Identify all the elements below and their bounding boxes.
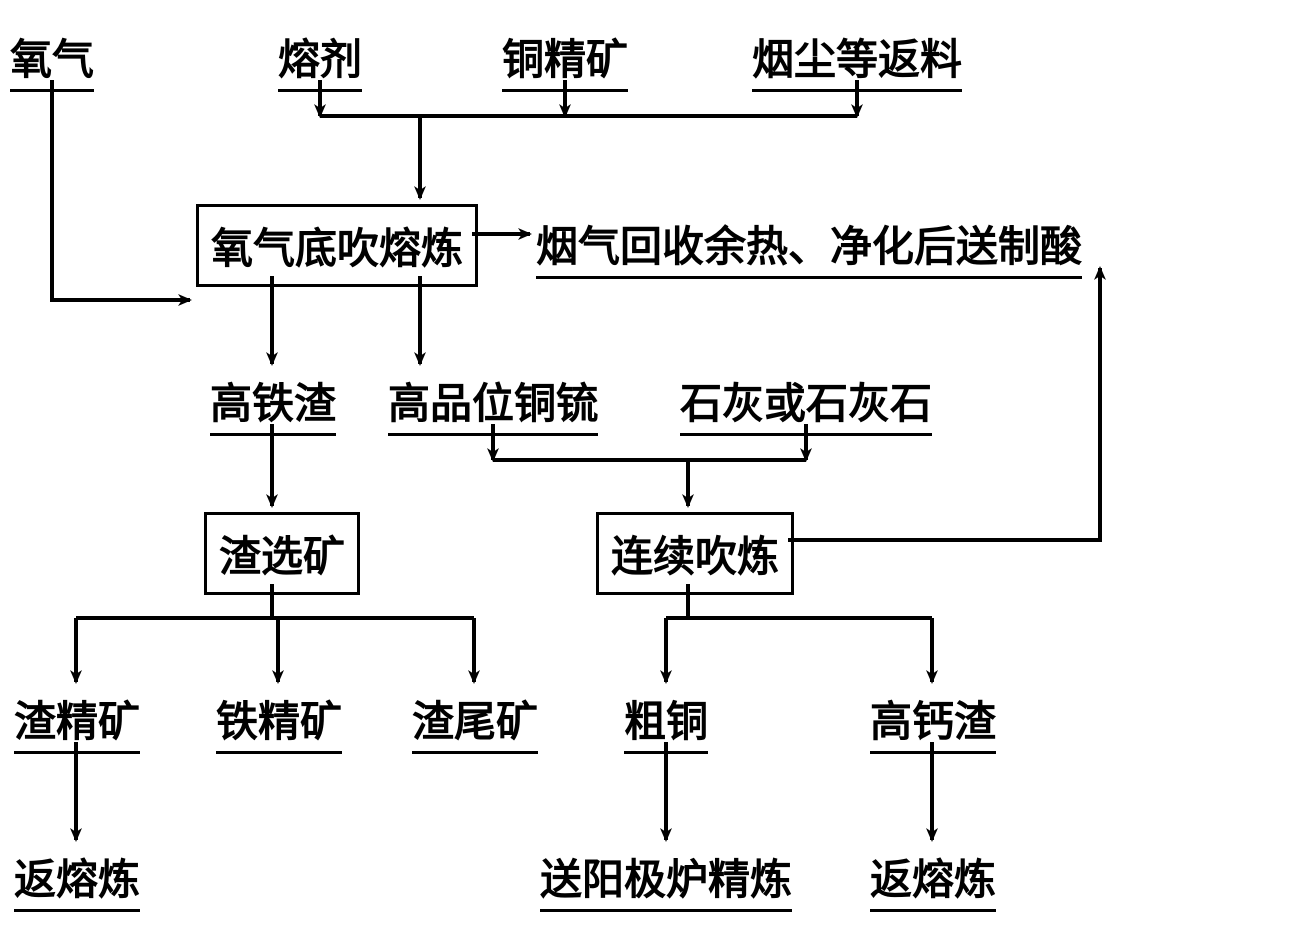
node-dust_return: 烟尘等返料 xyxy=(752,26,962,92)
node-oxygen: 氧气 xyxy=(10,26,94,92)
flowchart-arrows xyxy=(0,0,1309,925)
node-slag_tail: 渣尾矿 xyxy=(412,688,538,754)
node-anode_refine: 送阳极炉精炼 xyxy=(540,846,792,912)
node-copper_conc: 铜精矿 xyxy=(502,26,628,92)
node-high_ca_slag: 高钙渣 xyxy=(870,688,996,754)
node-slag_benef: 渣选矿 xyxy=(204,512,360,595)
node-high_fe_slag: 高铁渣 xyxy=(210,370,336,436)
node-blister: 粗铜 xyxy=(624,688,708,754)
edge-oxygen-bottom_blow xyxy=(52,80,190,300)
node-return_smelt2: 返熔炼 xyxy=(870,846,996,912)
node-gas_recovery: 烟气回收余热、净化后送制酸 xyxy=(536,213,1082,279)
node-return_smelt1: 返熔炼 xyxy=(14,846,140,912)
node-high_cu_matte: 高品位铜锍 xyxy=(388,370,598,436)
node-lime: 石灰或石灰石 xyxy=(680,370,932,436)
node-slag_conc: 渣精矿 xyxy=(14,688,140,754)
node-cont_blow: 连续吹炼 xyxy=(596,512,794,595)
node-flux: 熔剂 xyxy=(278,26,362,92)
node-iron_conc: 铁精矿 xyxy=(216,688,342,754)
node-bottom_blow: 氧气底吹熔炼 xyxy=(196,204,478,287)
